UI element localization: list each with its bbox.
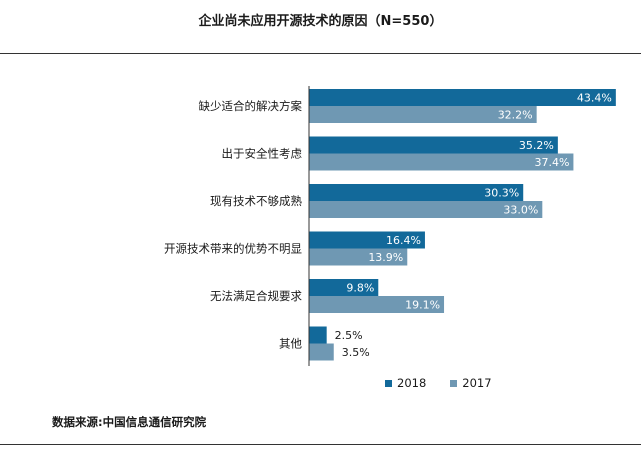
bar-2017 [309,343,334,361]
data-label-2017: 33.0% [503,204,538,217]
legend: 2018 2017 [385,376,516,390]
bar-2018 [309,326,327,344]
data-label-2017: 3.5% [342,346,370,359]
category-label: 缺少适合的解决方案 [199,99,303,113]
bar-2018 [309,184,524,201]
category-label: 出于安全性考虑 [222,147,303,161]
data-label-2017: 32.2% [498,109,533,122]
data-label-2018: 35.2% [519,139,554,152]
bar-2017 [309,106,537,123]
legend-swatch-2017 [450,379,458,387]
legend-label-2018: 2018 [397,376,427,390]
data-label-2018: 16.4% [386,234,421,247]
legend-label-2017: 2017 [462,376,492,390]
bar-2018 [309,89,616,106]
bar-2017 [309,153,574,171]
data-label-2017: 37.4% [534,156,569,169]
bottom-divider [0,444,641,445]
bar-2017 [309,201,543,218]
bar-2017 [309,248,408,266]
bar-2018 [309,136,558,154]
category-label: 其他 [279,337,302,351]
data-label-2017: 13.9% [368,251,403,264]
bar-2018 [309,231,425,249]
category-label: 开源技术带来的优势不明显 [164,242,302,256]
data-label-2018: 2.5% [335,329,363,342]
legend-item-2017: 2017 [450,376,492,390]
data-label-2018: 43.4% [577,92,612,105]
data-source: 数据来源:中国信息通信研究院 [52,415,207,429]
category-label: 现有技术不够成熟 [210,194,302,208]
bar-2017 [309,296,445,313]
bar-2018 [309,279,379,296]
legend-item-2018: 2018 [385,376,426,390]
top-divider [0,53,641,54]
chart-title: 企业尚未应用开源技术的原因（N=550） [198,14,443,29]
data-label-2018: 9.8% [346,282,374,295]
data-label-2018: 30.3% [484,187,519,200]
legend-swatch-2018 [385,379,392,387]
category-label: 无法满足合规要求 [210,289,302,303]
data-label-2017: 19.1% [405,299,440,312]
